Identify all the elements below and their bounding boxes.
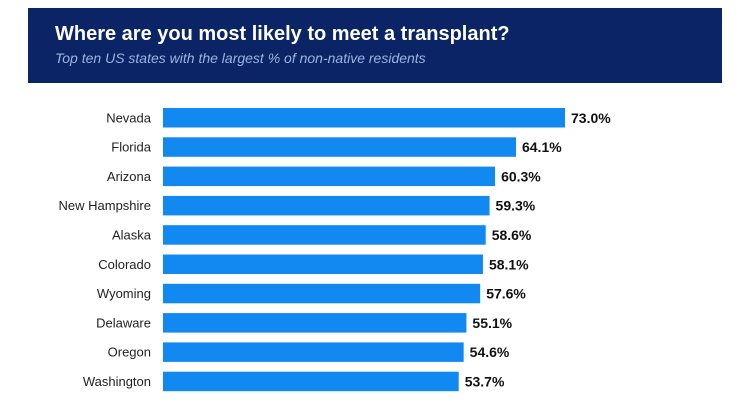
category-label: Wyoming: [97, 286, 151, 301]
data-label: 59.3%: [496, 198, 536, 214]
data-label: 54.6%: [470, 344, 510, 360]
category-label: Delaware: [96, 315, 151, 330]
category-label: Florida: [111, 140, 152, 155]
data-label: 55.1%: [472, 315, 512, 331]
bar: [163, 108, 565, 128]
category-label: Arizona: [107, 169, 152, 184]
bar: [163, 254, 483, 274]
category-label: Nevada: [106, 110, 152, 125]
bar: [163, 166, 496, 187]
bar: [163, 195, 490, 216]
data-label: 58.6%: [492, 227, 532, 243]
chart-title: Where are you most likely to meet a tran…: [55, 23, 510, 45]
category-label: Colorado: [98, 257, 151, 272]
data-label: 53.7%: [465, 373, 505, 389]
data-label: 73.0%: [571, 110, 611, 126]
data-label: 57.6%: [486, 286, 526, 302]
bar: [163, 225, 486, 245]
chart-subtitle: Top ten US states with the largest % of …: [55, 50, 426, 66]
bar: [163, 137, 516, 157]
bar: [163, 283, 481, 304]
category-label: Washington: [83, 374, 151, 389]
data-label: 64.1%: [522, 139, 562, 155]
data-label: 58.1%: [489, 256, 529, 272]
category-label: Oregon: [108, 345, 151, 360]
bar: [163, 313, 467, 333]
data-label: 60.3%: [501, 168, 541, 184]
bar: [163, 371, 459, 392]
category-label: Alaska: [112, 227, 152, 242]
chart-header: Where are you most likely to meet a tran…: [28, 8, 722, 83]
category-label: New Hampshire: [59, 198, 151, 213]
bar: [163, 342, 464, 362]
